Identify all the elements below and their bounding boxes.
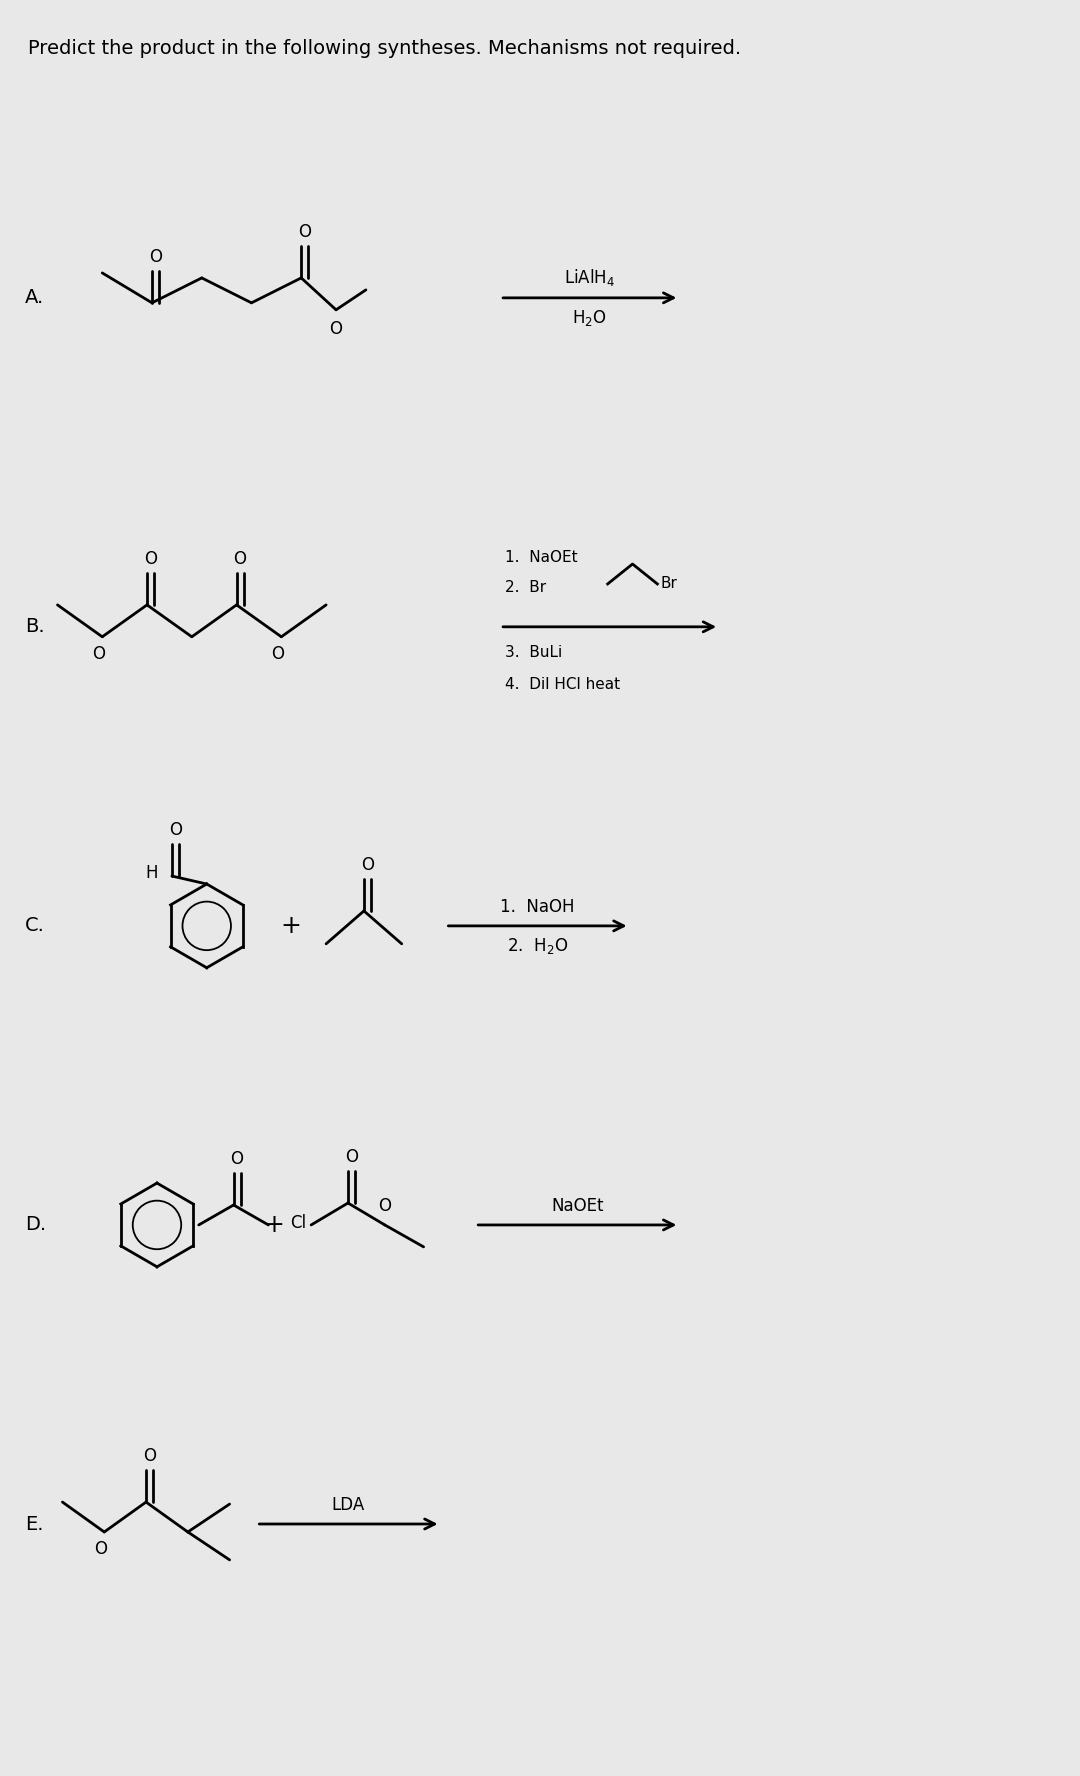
- Text: B.: B.: [25, 618, 44, 636]
- Text: LiAlH$_4$: LiAlH$_4$: [564, 266, 616, 288]
- Text: O: O: [271, 645, 284, 662]
- Text: 1.  NaOH: 1. NaOH: [500, 899, 575, 916]
- Text: O: O: [94, 1540, 107, 1558]
- Text: 3.  BuLi: 3. BuLi: [505, 645, 563, 659]
- Text: 2.  H$_2$O: 2. H$_2$O: [507, 936, 568, 955]
- Text: O: O: [233, 551, 246, 568]
- Text: O: O: [230, 1151, 244, 1169]
- Text: C.: C.: [25, 916, 44, 936]
- Text: H$_2$O: H$_2$O: [572, 307, 607, 329]
- Text: O: O: [345, 1147, 357, 1167]
- Text: 2.  Br: 2. Br: [505, 581, 546, 595]
- Text: 1.  NaOEt: 1. NaOEt: [505, 551, 578, 565]
- Text: Predict the product in the following syntheses. Mechanisms not required.: Predict the product in the following syn…: [28, 39, 741, 57]
- Text: O: O: [378, 1197, 391, 1215]
- Text: O: O: [298, 224, 311, 242]
- Text: Br: Br: [660, 577, 677, 591]
- Text: NaOEt: NaOEt: [551, 1197, 604, 1215]
- Text: H: H: [146, 865, 158, 883]
- Text: O: O: [143, 1447, 156, 1465]
- Text: 4.  Dil HCl heat: 4. Dil HCl heat: [505, 677, 620, 691]
- Text: E.: E.: [25, 1515, 43, 1533]
- Text: O: O: [329, 320, 342, 337]
- Text: O: O: [361, 856, 374, 874]
- Text: O: O: [92, 645, 105, 662]
- Text: D.: D.: [25, 1215, 45, 1234]
- Text: Cl: Cl: [291, 1215, 307, 1233]
- Text: O: O: [168, 821, 181, 838]
- Text: A.: A.: [25, 288, 44, 307]
- Text: +: +: [262, 1213, 284, 1236]
- Text: O: O: [149, 249, 162, 266]
- Text: LDA: LDA: [332, 1495, 365, 1513]
- Text: O: O: [144, 551, 157, 568]
- Text: +: +: [281, 915, 301, 938]
